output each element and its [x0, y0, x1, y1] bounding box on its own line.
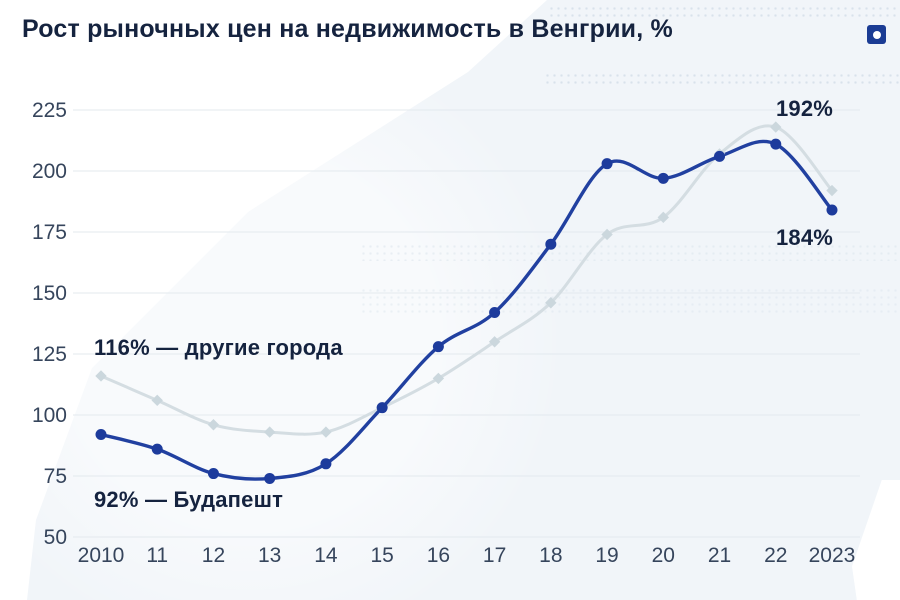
- marker-other-cities-13: [263, 426, 276, 438]
- annotation-budapest-final: 184%: [776, 225, 834, 250]
- marker-other-cities-22: [770, 121, 782, 133]
- x-tick-label: 18: [539, 544, 562, 567]
- marker-budapest-18: [545, 238, 557, 250]
- y-tick-label: 50: [44, 526, 67, 549]
- marker-other-cities-2010: [95, 370, 107, 382]
- marker-other-cities-18: [545, 297, 557, 309]
- line-other-cities: [99, 124, 834, 436]
- y-tick-label: 125: [32, 343, 67, 366]
- y-tick-label: 175: [32, 221, 67, 244]
- marker-budapest-19: [601, 158, 613, 170]
- marker-budapest-11: [151, 443, 163, 455]
- annotation-other-cities-start: 116% — другие города: [94, 335, 343, 360]
- x-tick-label: 21: [708, 544, 731, 567]
- logo-dot-icon: [872, 30, 881, 39]
- annotation-budapest-start: 92% — Будапешт: [94, 487, 284, 512]
- x-tick-label: 14: [314, 544, 338, 567]
- x-tick-label: 20: [652, 544, 675, 567]
- y-tick-label: 100: [32, 404, 67, 427]
- x-tick-label: 11: [146, 544, 168, 567]
- marker-budapest-2023: [826, 204, 838, 216]
- x-tick-label: 2010: [78, 544, 125, 567]
- marker-other-cities-20: [657, 211, 669, 224]
- marker-other-cities-19: [601, 228, 613, 241]
- x-tick-label: 22: [764, 544, 787, 567]
- marker-budapest-14: [320, 458, 332, 470]
- dotted-texture: [544, 72, 900, 88]
- marker-other-cities-14: [320, 426, 332, 438]
- x-tick-label: 17: [483, 544, 506, 567]
- marker-budapest-17: [489, 307, 501, 319]
- background-highlight-circle: [0, 30, 560, 600]
- line-budapest: [99, 139, 834, 481]
- marker-budapest-13: [264, 472, 276, 484]
- dotted-texture: [548, 5, 900, 17]
- brand-logo-icon: [867, 25, 886, 44]
- annotation-other-cities-final: 192%: [776, 96, 834, 121]
- marker-other-cities-16: [432, 372, 445, 385]
- page-title: Рост рыночных цен на недвижимость в Венг…: [22, 15, 673, 43]
- x-tick-label: 16: [427, 544, 450, 567]
- dotted-texture: [360, 287, 900, 317]
- dotted-texture: [360, 243, 900, 261]
- marker-budapest-16: [432, 341, 444, 353]
- x-tick-label: 2023: [809, 544, 856, 567]
- marker-other-cities-2023: [826, 184, 838, 197]
- y-tick-label: 75: [44, 465, 67, 488]
- y-tick-label: 225: [32, 99, 67, 122]
- x-tick-label: 15: [370, 544, 393, 567]
- x-tick-label: 19: [595, 544, 618, 567]
- marker-budapest-22: [770, 138, 782, 150]
- x-tick-label: 13: [258, 544, 281, 567]
- y-tick-label: 200: [32, 160, 67, 183]
- marker-budapest-21: [714, 150, 726, 162]
- marker-budapest-12: [207, 468, 219, 480]
- y-tick-label: 150: [32, 282, 67, 305]
- marker-other-cities-11: [151, 394, 163, 407]
- marker-budapest-20: [657, 172, 669, 184]
- marker-other-cities-12: [207, 419, 220, 431]
- marker-budapest-15: [376, 402, 388, 414]
- marker-budapest-2010: [95, 429, 107, 441]
- marker-other-cities-17: [488, 336, 501, 348]
- x-tick-label: 12: [202, 544, 225, 567]
